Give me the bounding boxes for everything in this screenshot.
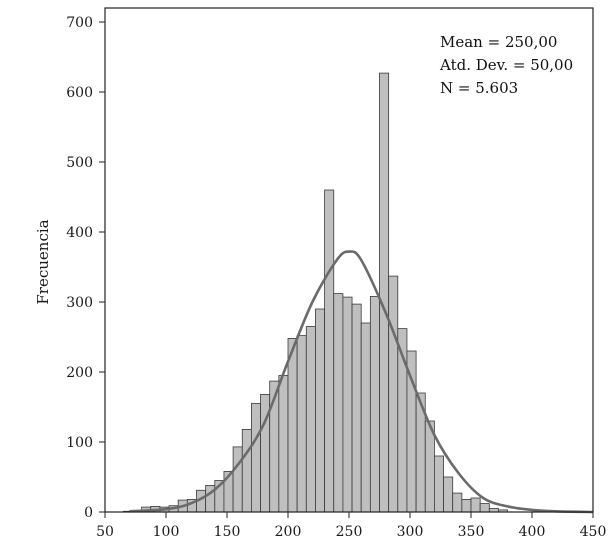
- histogram-bar: [369, 295, 380, 513]
- x-tick-label: 200: [275, 524, 302, 540]
- histogram-bar: [433, 455, 444, 513]
- x-tick-label: 350: [458, 524, 485, 540]
- y-tick-label: 700: [66, 15, 93, 31]
- bars-layer: [122, 72, 509, 513]
- x-tick-label: 250: [336, 524, 363, 540]
- y-tick-label: 600: [66, 85, 93, 101]
- x-axis-ticks: 50 100 150 200 250 300 350 400 450: [96, 512, 606, 540]
- y-axis-title: Frecuencia: [34, 219, 52, 304]
- histogram-bar: [406, 350, 417, 513]
- x-tick-label: 100: [153, 524, 180, 540]
- curve-layer: [129, 250, 594, 514]
- histogram-bar: [360, 322, 371, 513]
- y-tick-label: 100: [66, 435, 93, 451]
- y-tick-label: 200: [66, 365, 93, 381]
- histogram-bar: [315, 308, 326, 513]
- histogram-bar: [241, 428, 252, 513]
- y-tick-label: 300: [66, 295, 93, 311]
- histogram-bar: [296, 335, 307, 513]
- y-tick-label: 400: [66, 225, 93, 241]
- histogram-bar: [305, 326, 316, 513]
- histogram-bar: [278, 375, 289, 513]
- x-tick-label: 300: [397, 524, 424, 540]
- histogram-bar: [461, 498, 472, 513]
- histogram-bar: [452, 492, 463, 513]
- x-tick-label: 400: [519, 524, 546, 540]
- histogram-bar: [443, 476, 454, 513]
- histogram-bar: [342, 296, 353, 513]
- histogram-bar: [479, 503, 490, 513]
- x-tick-label: 450: [580, 524, 607, 540]
- histogram-bar: [333, 293, 344, 513]
- x-tick-label: 50: [96, 524, 114, 540]
- histogram-bar: [379, 72, 390, 513]
- stat-std-dev: Atd. Dev. = 50,00: [439, 56, 573, 74]
- y-tick-label: 500: [66, 155, 93, 171]
- histogram-bar: [351, 303, 362, 513]
- histogram-bar: [388, 275, 399, 513]
- x-tick-label: 150: [214, 524, 241, 540]
- y-axis-ticks: 0 100 200 300 400 500 600 700: [66, 15, 105, 521]
- histogram-bar: [250, 403, 261, 513]
- normal-curve-line: [129, 250, 594, 514]
- y-tick-label: 0: [84, 505, 93, 521]
- stat-mean: Mean = 250,00: [440, 33, 557, 51]
- histogram-bar: [324, 189, 335, 513]
- histogram-bar: [470, 497, 481, 513]
- stat-count: N = 5.603: [440, 79, 518, 97]
- histogram-bar: [232, 446, 243, 513]
- histogram-bar: [287, 337, 298, 513]
